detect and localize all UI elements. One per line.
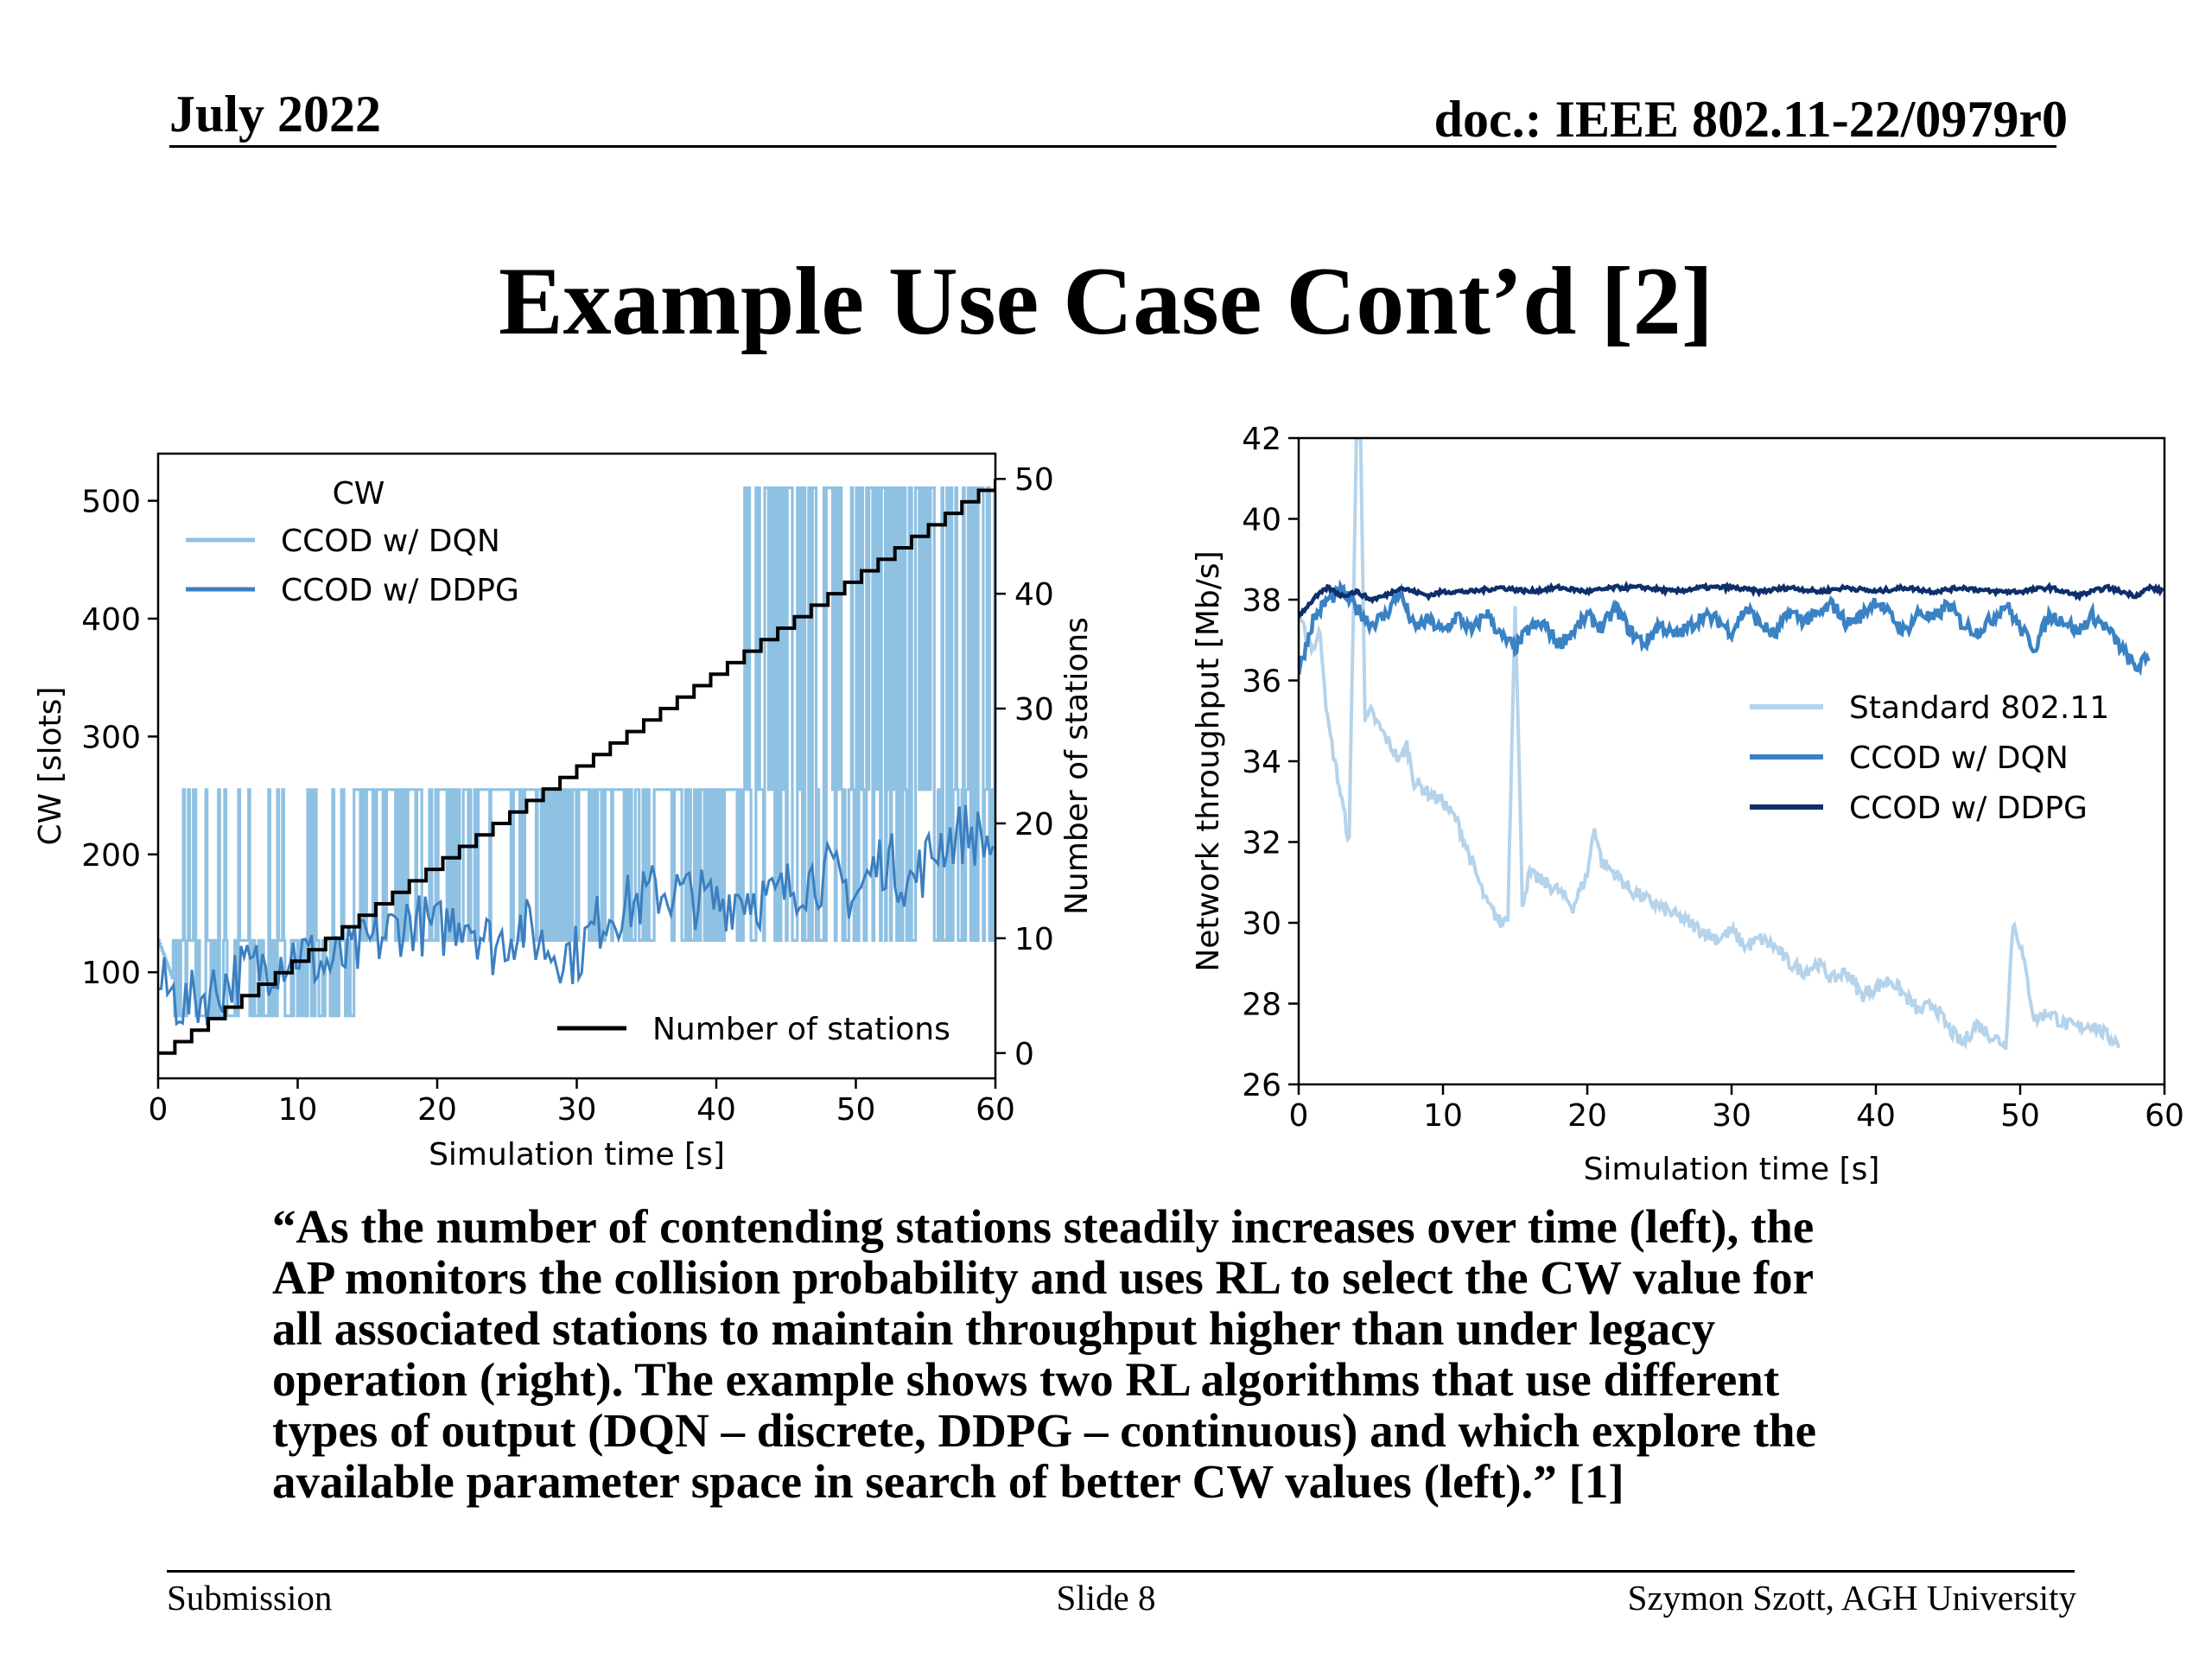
y-tick-label: 200 bbox=[81, 838, 141, 874]
y-right-tick-label: 20 bbox=[1014, 807, 1054, 842]
x-tick-label: 60 bbox=[2145, 1098, 2184, 1134]
quote-line: types of output (DQN – discrete, DDPG – … bbox=[272, 1404, 1817, 1457]
x-tick-label: 30 bbox=[557, 1092, 597, 1128]
y-tick-label: 100 bbox=[81, 956, 141, 991]
y-tick-label: 30 bbox=[1242, 906, 1281, 942]
left-chart-plot-area bbox=[158, 479, 995, 1055]
quote-line: operation (right). The example shows two… bbox=[272, 1353, 1780, 1406]
x-tick-label: 10 bbox=[278, 1092, 318, 1128]
x-tick-label: 40 bbox=[1856, 1098, 1896, 1134]
series-standard-80211-line bbox=[1299, 438, 2120, 1051]
y-tick-label: 36 bbox=[1242, 664, 1281, 700]
legend-label-ccod-ddpg: CCOD w/ DDPG bbox=[1849, 791, 2088, 826]
y-tick-label: 42 bbox=[1242, 422, 1281, 457]
y-tick-label: 38 bbox=[1242, 583, 1281, 619]
series-ccod-ddpg-line bbox=[158, 804, 995, 1027]
y-right-tick-label: 10 bbox=[1014, 922, 1054, 957]
y-tick-label: 500 bbox=[81, 485, 141, 520]
x-tick-label: 20 bbox=[417, 1092, 457, 1128]
right-chart-plot-area bbox=[1299, 438, 2164, 1051]
header-doc-id: doc.: IEEE 802.11-22/0979r0 bbox=[1433, 91, 2068, 148]
y-right-tick-label: 40 bbox=[1014, 577, 1054, 613]
legend-label-standard-80211: Standard 802.11 bbox=[1849, 690, 2109, 726]
legend-label-ccod-ddpg: CCOD w/ DDPG bbox=[281, 573, 519, 608]
quote-line: all associated stations to maintain thro… bbox=[272, 1302, 1716, 1355]
slide-title: Example Use Case Cont’d [2] bbox=[498, 248, 1714, 355]
x-tick-label: 60 bbox=[976, 1092, 1015, 1128]
y-tick-label: 40 bbox=[1242, 503, 1281, 538]
y-tick-label: 32 bbox=[1242, 826, 1281, 861]
y-right-tick-label: 0 bbox=[1014, 1037, 1034, 1072]
series-ccod-dqn-line bbox=[1299, 579, 2151, 677]
x-tick-label: 0 bbox=[149, 1092, 168, 1128]
legend-label-ccod-dqn: CCOD w/ DQN bbox=[281, 524, 500, 559]
header-rule bbox=[169, 145, 2056, 148]
quote-line: AP monitors the collision probability an… bbox=[272, 1251, 1814, 1304]
x-tick-label: 20 bbox=[1567, 1098, 1607, 1134]
series-ccod-dqn-line bbox=[158, 486, 995, 1018]
x-tick-label: 50 bbox=[2000, 1098, 2040, 1134]
x-tick-label: 0 bbox=[1289, 1098, 1309, 1134]
quote-text: “As the number of contending stations st… bbox=[272, 1201, 2087, 1507]
y-axis-label: Network throughput [Mb/s] bbox=[1191, 550, 1226, 971]
y-tick-label: 34 bbox=[1242, 745, 1281, 780]
footer-slide-number: Slide 8 bbox=[1056, 1578, 1156, 1618]
x-tick-label: 50 bbox=[836, 1092, 876, 1128]
y-tick-label: 400 bbox=[81, 602, 141, 638]
legend-title: CW bbox=[333, 476, 385, 512]
y-tick-label: 300 bbox=[81, 720, 141, 755]
footer-submission: Submission bbox=[167, 1578, 333, 1618]
series-ccod-ddpg-line bbox=[1299, 580, 2164, 619]
y-axis-label: CW [slots] bbox=[33, 687, 68, 846]
y-right-tick-label: 30 bbox=[1014, 692, 1054, 728]
x-tick-label: 10 bbox=[1423, 1098, 1463, 1134]
footer-rule bbox=[167, 1570, 2075, 1573]
y-right-tick-label: 50 bbox=[1014, 462, 1054, 498]
legend-label-ccod-dqn: CCOD w/ DQN bbox=[1849, 741, 2069, 776]
y-tick-label: 26 bbox=[1242, 1068, 1281, 1103]
legend-label-number-of-stations: Number of stations bbox=[652, 1012, 950, 1047]
x-tick-label: 40 bbox=[696, 1092, 736, 1128]
quote-line: “As the number of contending stations st… bbox=[272, 1200, 1815, 1253]
quote-line: available parameter space in search of b… bbox=[272, 1455, 1624, 1508]
x-tick-label: 30 bbox=[1712, 1098, 1751, 1134]
header-date: July 2022 bbox=[169, 86, 382, 143]
footer-author: Szymon Szott, AGH University bbox=[1627, 1578, 2076, 1618]
series-number-of-stations-line bbox=[158, 479, 995, 1055]
y-right-axis-label: Number of stations bbox=[1059, 617, 1095, 915]
x-axis-label: Simulation time [s] bbox=[1584, 1152, 1880, 1187]
y-tick-label: 28 bbox=[1242, 988, 1281, 1023]
x-axis-label: Simulation time [s] bbox=[429, 1137, 725, 1173]
